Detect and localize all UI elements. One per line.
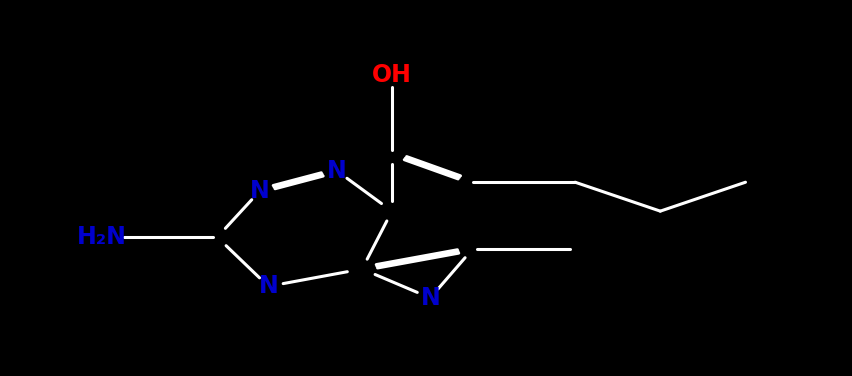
Text: N: N: [326, 159, 347, 183]
Text: N: N: [258, 274, 279, 298]
Text: N: N: [250, 179, 270, 203]
Text: OH: OH: [372, 63, 412, 87]
Text: N: N: [420, 286, 440, 310]
Text: H₂N: H₂N: [78, 225, 127, 249]
